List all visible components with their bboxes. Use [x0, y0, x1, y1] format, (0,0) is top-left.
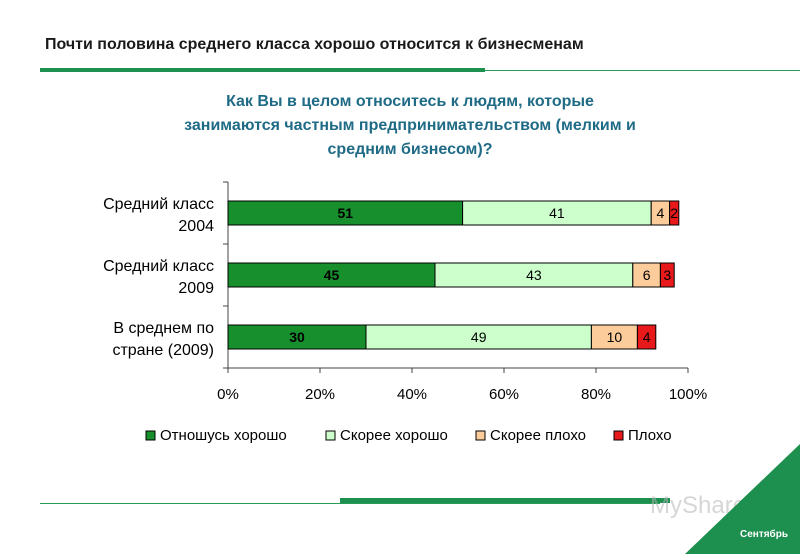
x-tick-label: 60% [489, 386, 519, 403]
question-line: Как Вы в целом относитесь к людям, котор… [226, 93, 594, 110]
legend-label: Плохо [628, 427, 672, 444]
slide-title: Почти половина среднего класса хорошо от… [45, 36, 584, 53]
bar-segment [590, 324, 638, 350]
corner-label: Сентябрь [740, 529, 788, 540]
corner-triangle [685, 444, 800, 554]
bar-segment [434, 262, 634, 288]
data-label: 43 [526, 267, 542, 283]
x-tick-label: 0% [217, 386, 239, 403]
legend-swatch [475, 430, 486, 441]
data-label: 3 [663, 267, 671, 283]
category-label: 2009 [178, 280, 214, 297]
legend-label: Скорее плохо [490, 427, 586, 444]
title-divider-accent [40, 68, 485, 72]
category-label: 2004 [178, 218, 214, 235]
x-tick-label: 40% [397, 386, 427, 403]
footer-divider-accent [340, 498, 670, 503]
legend-swatch [325, 430, 336, 441]
bar-segment [462, 200, 652, 226]
bar-segment [227, 262, 436, 288]
bar-segment [636, 324, 657, 350]
data-label: 45 [324, 267, 340, 283]
data-label: 4 [643, 329, 651, 345]
legend-label: Отношусь хорошо [160, 427, 287, 444]
x-tick-label: 80% [581, 386, 611, 403]
question-line: занимаются частным предпринимательством … [184, 117, 636, 134]
bar-segment [365, 324, 592, 350]
x-tick-label: 100% [669, 386, 707, 403]
data-label: 49 [471, 329, 487, 345]
legend-swatch [145, 430, 156, 441]
legend-label: Скорее хорошо [340, 427, 448, 444]
legend-swatch [613, 430, 624, 441]
data-label: 4 [657, 205, 665, 221]
footer-divider [40, 503, 660, 504]
category-label: В среднем по [113, 320, 214, 337]
category-label: стране (2009) [112, 342, 214, 359]
data-label: 30 [289, 329, 305, 345]
data-label: 2 [670, 205, 678, 221]
data-label: 10 [607, 329, 623, 345]
bar-segment [669, 200, 680, 226]
survey-question: Как Вы в целом относитесь к людям, котор… [140, 90, 680, 162]
data-label: 6 [643, 267, 651, 283]
data-label: 51 [338, 205, 354, 221]
category-label: Средний класс [103, 196, 214, 213]
question-line: средним бизнесом)? [327, 141, 493, 158]
category-label: Средний класс [103, 258, 214, 275]
x-tick-label: 20% [305, 386, 335, 403]
bar-segment [659, 262, 675, 288]
data-label: 41 [549, 205, 565, 221]
